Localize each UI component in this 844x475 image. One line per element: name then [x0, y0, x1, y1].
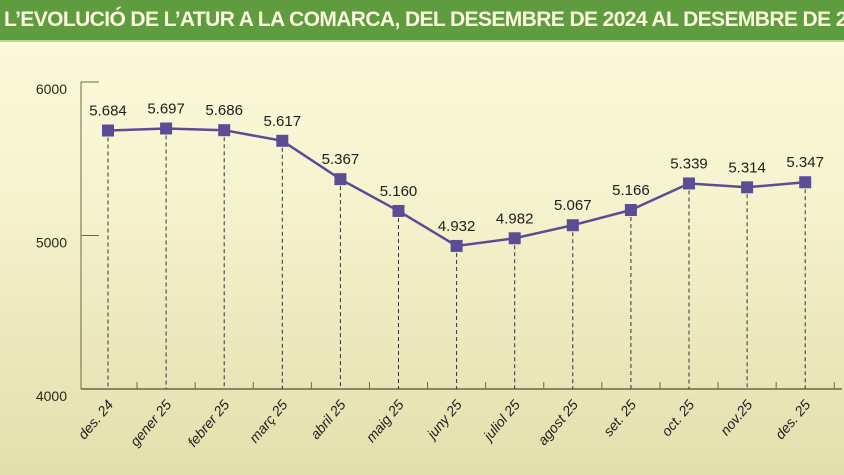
data-point — [218, 124, 231, 137]
data-point — [508, 232, 521, 245]
data-label: 5.339 — [670, 155, 708, 172]
x-tick-label: maig 25 — [363, 396, 407, 445]
data-point — [102, 124, 114, 137]
data-label: 5.347 — [786, 154, 824, 171]
data-label: 5.684 — [89, 103, 127, 120]
x-tick-label: gener 25 — [127, 396, 175, 449]
x-tick-label: juny 25 — [422, 396, 465, 443]
x-tick-label: nov.25 — [717, 396, 756, 438]
data-point — [683, 177, 695, 190]
x-tick-label: març 25 — [246, 396, 291, 445]
x-tick-label: abril 25 — [307, 396, 349, 442]
data-point — [799, 176, 812, 189]
data-point — [160, 122, 173, 135]
data-label: 5.367 — [322, 151, 360, 168]
y-tick-label: 5000 — [36, 235, 67, 251]
data-point — [741, 181, 754, 194]
data-point — [566, 219, 579, 232]
data-label: 5.314 — [728, 159, 766, 176]
x-tick-label: oct. 25 — [658, 396, 697, 439]
x-tick-label: juliol 25 — [479, 396, 523, 444]
data-point — [450, 239, 463, 252]
data-point — [392, 204, 405, 217]
data-point — [276, 134, 289, 147]
data-label: 5.160 — [380, 183, 418, 200]
y-tick-label: 6000 — [36, 81, 67, 97]
data-point — [334, 173, 347, 186]
data-label: 5.166 — [612, 182, 650, 199]
x-tick-label: des. 25 — [772, 396, 814, 442]
data-label: 4.982 — [496, 210, 534, 227]
y-tick-label: 4000 — [36, 388, 67, 404]
x-tick-label: set. 25 — [600, 396, 639, 439]
data-point — [624, 204, 637, 217]
chart-title: L’EVOLUCIÓ DE L’ATUR A LA COMARCA, DEL D… — [0, 0, 844, 42]
data-label: 5.617 — [264, 113, 302, 130]
x-tick-label: febrer 25 — [184, 396, 232, 449]
data-label: 5.686 — [205, 102, 243, 119]
data-label: 4.932 — [438, 218, 476, 235]
x-tick-label: des. 24 — [75, 396, 117, 442]
data-label: 5.067 — [554, 197, 592, 214]
x-tick-label: agost 25 — [534, 396, 581, 448]
data-label: 5.697 — [147, 101, 185, 118]
